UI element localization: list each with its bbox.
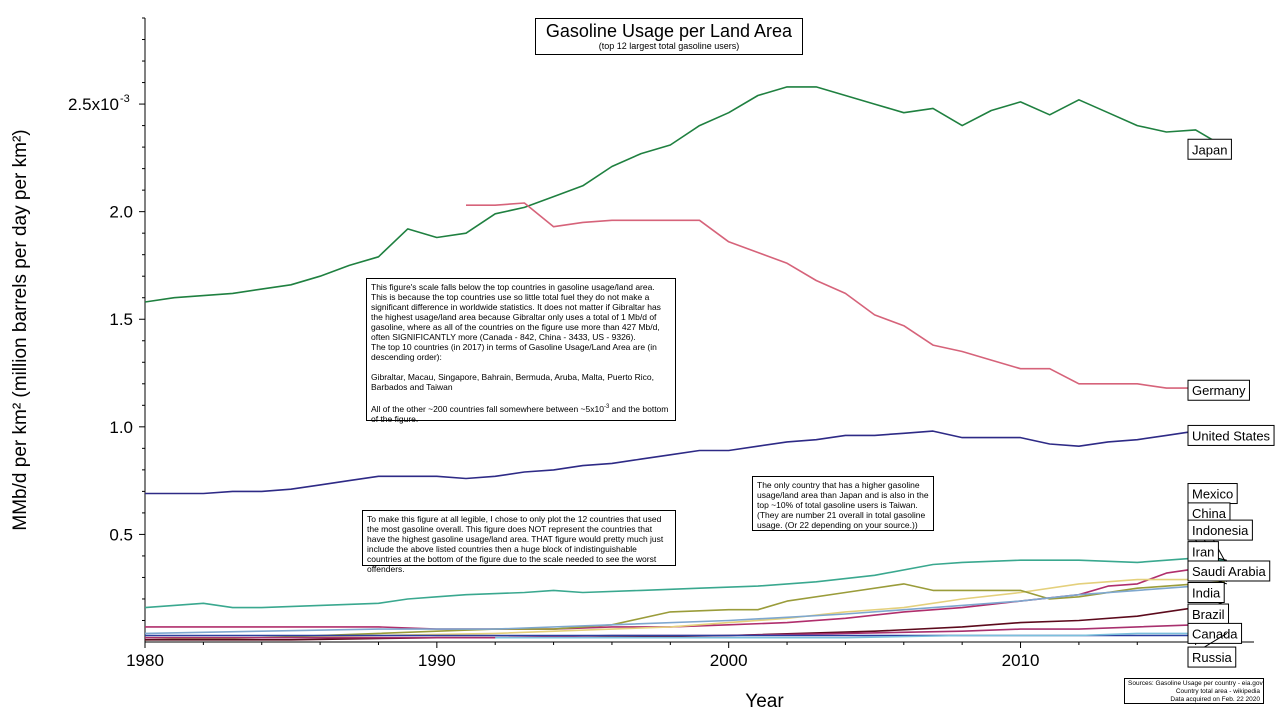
series-label-box (1187, 379, 1250, 401)
y-tick-label: 1.0 (109, 418, 133, 437)
sources-line-1: Sources: Gasoline Usage per country - ei… (1128, 680, 1263, 687)
series-line-iran (144, 557, 1225, 609)
y-tick-label: 2.0 (109, 203, 133, 222)
x-tick-label: 2000 (710, 651, 748, 670)
series-line-russia (495, 632, 1225, 639)
series-label-box (1187, 138, 1232, 160)
series-label-japan: Japan (1192, 142, 1227, 157)
series-layer (144, 86, 1226, 641)
annotation-scale-tail: All of the other ~200 countries fall som… (371, 402, 671, 424)
series-label-brazil: Brazil (1192, 607, 1225, 622)
annotation-legibility-text: To make this figure at all legible, I ch… (367, 514, 664, 574)
series-label-indonesia: Indonesia (1192, 523, 1249, 538)
series-label-india: India (1192, 586, 1221, 601)
x-tick-label: 1980 (126, 651, 164, 670)
y-tick-label: 0.5 (109, 525, 133, 544)
y-tick-label: 2.5x10 (68, 95, 119, 114)
sources-line-2: Country total area - wikipedia (1175, 688, 1260, 695)
chart-title-box: Gasoline Usage per Land Area (top 12 lar… (535, 18, 803, 55)
series-line-japan (144, 86, 1226, 303)
series-label-russia: Russia (1192, 650, 1233, 665)
series-labels: Japan Germany United States Mexico China Indo… (1187, 138, 1275, 668)
y-tick-exponent: -3 (120, 93, 130, 105)
annotation-taiwan-note: The only country that has a higher gasol… (752, 476, 934, 531)
series-label-canada: Canada (1192, 626, 1238, 641)
series-line-brazil (145, 624, 1225, 639)
annotation-tail-post: and the bottom of the figure. (371, 403, 669, 424)
x-tick-label: 2010 (1002, 651, 1040, 670)
annotation-taiwan-text: The only country that has a higher gasol… (757, 480, 929, 530)
chart-subtitle: (top 12 largest total gasoline users) (598, 41, 740, 51)
series-line-germany (466, 202, 1225, 389)
series-line-united-states (145, 430, 1225, 495)
x-axis-label: Year (745, 691, 784, 709)
annotation-scale-text: This figure's scale falls below the top … (371, 282, 661, 392)
sources-line-3: Data acquired on Feb. 22 2020 (1170, 696, 1260, 703)
x-tick-label: 1990 (418, 651, 456, 670)
series-label-box (1187, 519, 1253, 541)
series-label-box (1187, 582, 1225, 604)
series-label-mexico: Mexico (1192, 487, 1233, 502)
series-label-box (1187, 560, 1271, 582)
series-label-box (1187, 646, 1237, 668)
y-axis-label: MMb/d per km² (million barrels per day p… (10, 129, 31, 530)
y-tick-label: 1.5 (109, 310, 133, 329)
annotation-legibility-note: To make this figure at all legible, I ch… (362, 510, 676, 574)
series-label-saudi-arabia: Saudi Arabia (1192, 564, 1266, 579)
series-label-box (1187, 424, 1275, 446)
series-label-germany: Germany (1192, 383, 1246, 398)
chart-title: Gasoline Usage per Land Area (545, 21, 793, 41)
sources-box: Sources: Gasoline Usage per country - ei… (1124, 678, 1264, 704)
series-label-iran: Iran (1192, 545, 1214, 560)
series-line-mexico (145, 563, 1225, 630)
series-label-box (1187, 622, 1243, 644)
series-line-saudi-arabia (144, 583, 1225, 635)
series-line-indonesia (144, 581, 1225, 641)
annotation-scale-note: This figure's scale falls below the top … (366, 278, 676, 424)
annotation-tail-exp: -3 (603, 404, 610, 410)
series-label-united-states: United States (1192, 428, 1271, 443)
series-label-china: China (1192, 506, 1227, 521)
annotation-tail-pre: All of the other ~200 countries fall som… (371, 403, 604, 414)
